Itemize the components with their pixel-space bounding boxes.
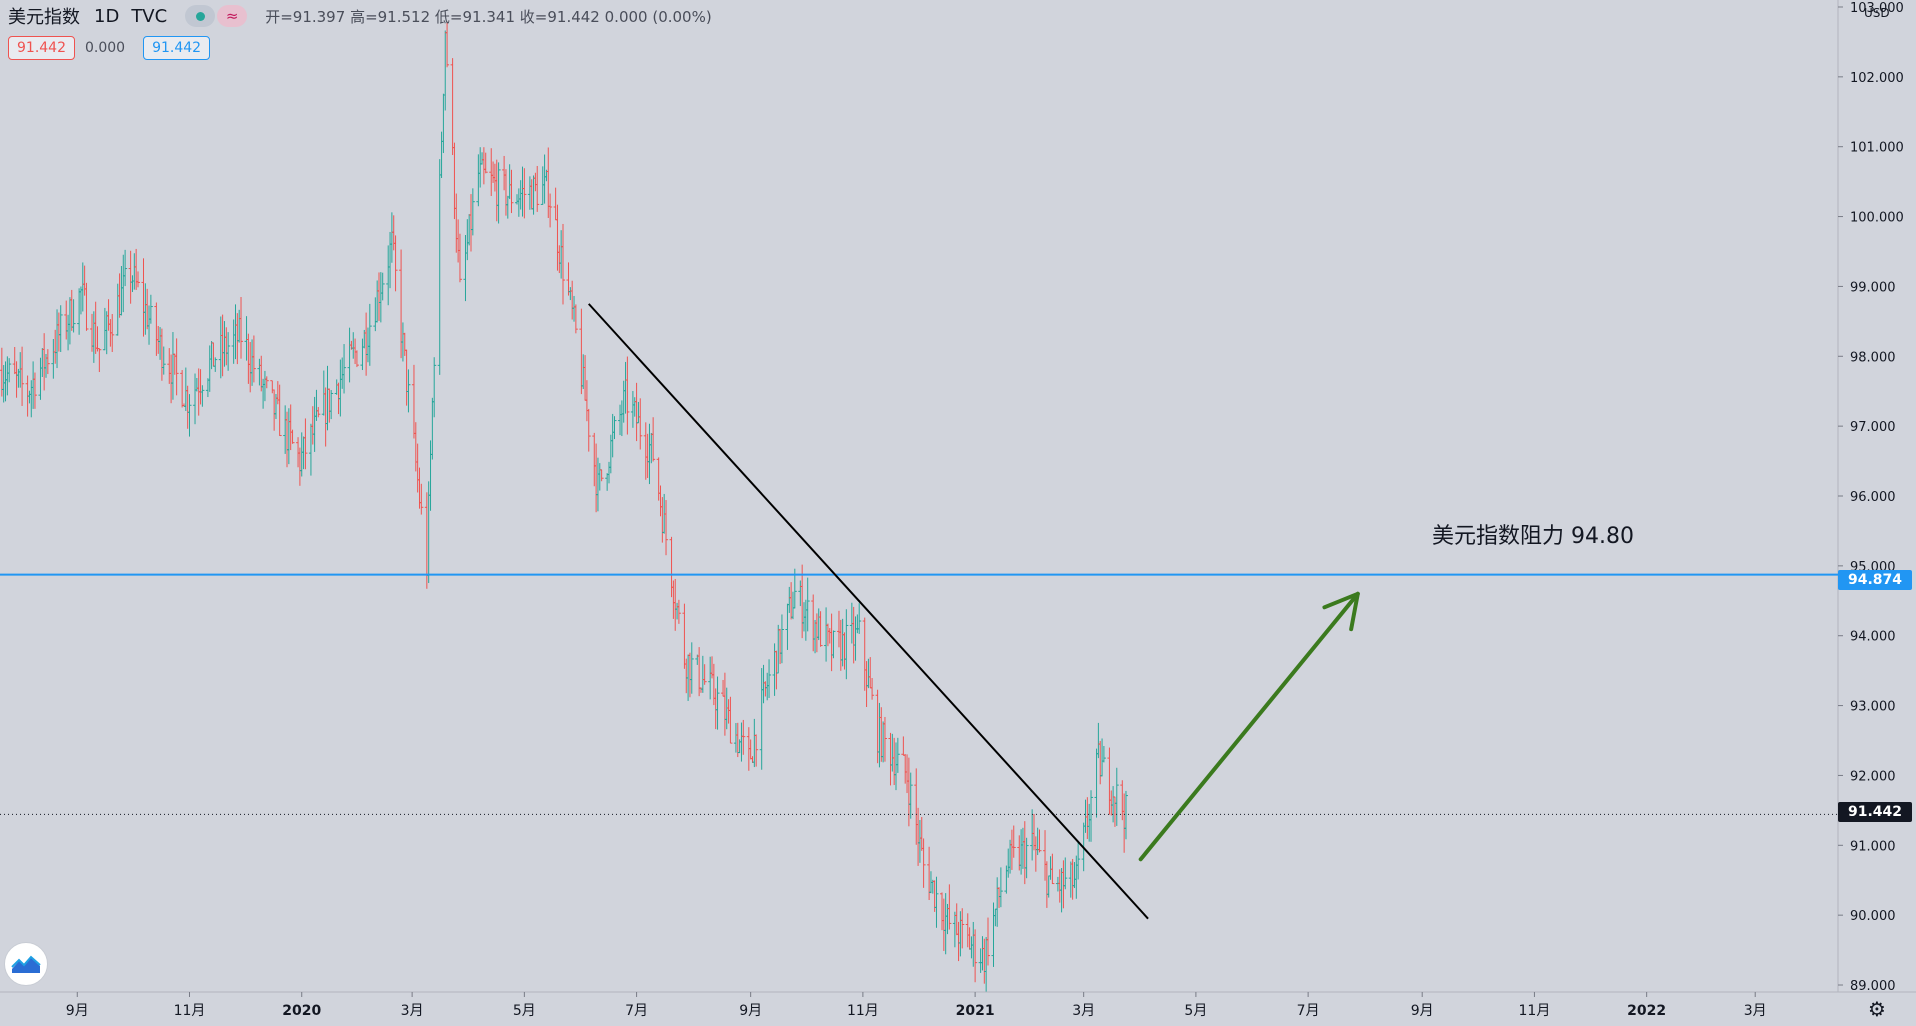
y-tick-label: 96.000 [1850, 490, 1896, 505]
currency-label[interactable]: USD [1864, 6, 1890, 20]
source-label: TVC [131, 5, 168, 27]
tradingview-logo-icon[interactable] [4, 942, 48, 986]
open-label: 开= [265, 7, 293, 26]
x-tick-label: 2020 [282, 1003, 321, 1019]
y-tick-label: 90.000 [1850, 909, 1896, 924]
high-value: 91.512 [377, 7, 431, 26]
y-tick-label: 99.000 [1850, 280, 1896, 295]
y-tick-label: 89.000 [1850, 979, 1896, 994]
ohlc-readout: 开=91.397 高=91.512 低=91.341 收=91.442 0.00… [265, 6, 712, 27]
market-status-icon[interactable] [185, 5, 216, 27]
x-tick-label: 9月 [1411, 1003, 1434, 1019]
y-tick-label: 100.000 [1850, 211, 1904, 226]
quote-row: 91.442 0.000 91.442 [8, 36, 211, 60]
y-tick-label: 101.000 [1850, 141, 1904, 156]
last-price-tag: 91.442 [1838, 802, 1912, 822]
x-tick-label: 2021 [956, 1003, 995, 1019]
resistance-annotation[interactable]: 美元指数阻力 94.80 [1432, 524, 1634, 549]
x-tick-label: 11月 [1519, 1003, 1551, 1019]
x-tick-label: 11月 [847, 1003, 879, 1019]
x-tick-label: 9月 [739, 1003, 762, 1019]
x-tick-label: 11月 [174, 1003, 206, 1019]
open-value: 91.397 [292, 7, 346, 26]
low-value: 91.341 [462, 7, 516, 26]
low-label: 低= [434, 7, 463, 26]
price-axis[interactable] [1838, 0, 1916, 1026]
buy-price-box[interactable]: 91.442 [143, 36, 211, 60]
wave-icon[interactable]: ≈ [217, 5, 248, 27]
y-tick-label: 94.000 [1850, 630, 1896, 645]
x-tick-label: 3月 [1744, 1003, 1767, 1019]
x-tick-label: 2022 [1627, 1003, 1666, 1019]
x-tick-label: 7月 [625, 1003, 648, 1019]
x-tick-label: 9月 [66, 1003, 89, 1019]
interval-label[interactable]: 1D [94, 5, 120, 27]
y-tick-label: 97.000 [1850, 420, 1896, 435]
x-tick-label: 3月 [1072, 1003, 1095, 1019]
close-label: 收= [519, 7, 548, 26]
x-tick-label: 3月 [401, 1003, 424, 1019]
arrow-shaft[interactable] [1138, 591, 1360, 862]
chart-header: 美元指数 1D TVC ≈ 开=91.397 高=91.512 低=91.341… [8, 4, 712, 28]
x-tick-label: 7月 [1297, 1003, 1320, 1019]
resistance-price-tag: 94.874 [1838, 570, 1912, 590]
spread-value: 0.000 [85, 40, 126, 56]
close-value: 91.442 [547, 7, 600, 26]
y-tick-label: 98.000 [1850, 350, 1896, 365]
sell-price-box[interactable]: 91.442 [8, 36, 75, 60]
arrow-head [1322, 591, 1360, 632]
gear-icon[interactable]: ⚙ [1868, 997, 1886, 1021]
y-tick-label: 93.000 [1850, 700, 1896, 715]
change-value: 0.000 (0.00%) [604, 7, 712, 26]
x-tick-label: 5月 [1184, 1003, 1207, 1019]
y-tick-label: 92.000 [1850, 769, 1896, 784]
x-tick-label: 5月 [513, 1003, 536, 1019]
y-tick-label: 102.000 [1850, 71, 1904, 86]
logo-mark [11, 955, 41, 973]
high-label: 高= [350, 7, 378, 26]
downtrend-line[interactable] [588, 303, 1149, 920]
symbol-name[interactable]: 美元指数 [8, 7, 80, 28]
y-tick-label: 103.000 [1850, 1, 1904, 16]
y-tick-label: 91.000 [1850, 839, 1896, 854]
